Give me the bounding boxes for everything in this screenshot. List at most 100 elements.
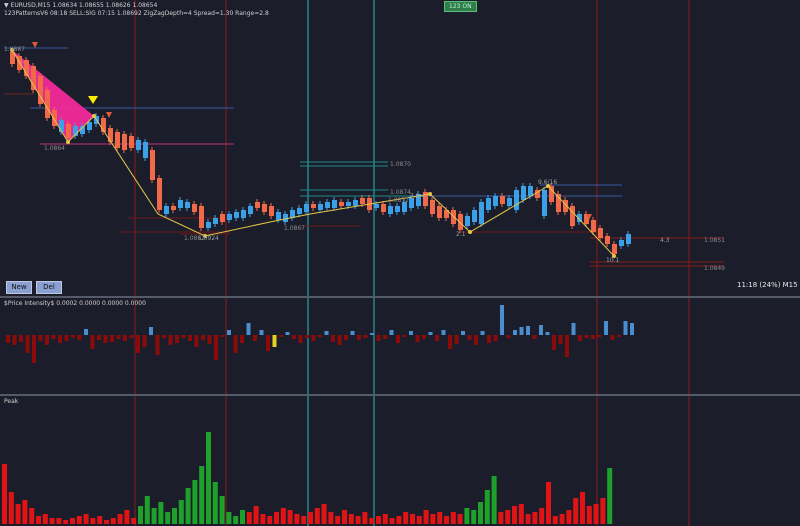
peak-bar	[172, 508, 177, 524]
intensity-bar	[201, 335, 205, 340]
price-label: 1.0864	[44, 145, 65, 152]
down-arrow-icon	[586, 214, 592, 220]
bullish-candle	[290, 210, 295, 218]
peak-bar	[471, 510, 477, 524]
intensity-bar	[84, 329, 88, 335]
annotation-label: 1.0924	[198, 235, 219, 242]
intensity-bar	[363, 335, 368, 338]
zigzag-point	[203, 234, 207, 238]
bearish-candle	[171, 206, 176, 210]
peak-bar	[124, 510, 130, 524]
annotation-label: 2.1	[456, 231, 466, 238]
del-button[interactable]: Del	[36, 281, 62, 294]
price-chart-pane[interactable]: 1.0887 1.0864 1.0870 1.0874 1.0872 1.0867 1.08…	[0, 0, 800, 296]
bearish-candle	[24, 60, 29, 76]
bullish-candle	[87, 122, 92, 130]
intensity-bar	[402, 335, 407, 337]
intensity-bar	[64, 335, 69, 341]
intensity-bar	[532, 335, 537, 339]
pane-separator[interactable]	[0, 394, 800, 396]
bearish-candle	[52, 110, 57, 126]
peak-bar	[580, 492, 585, 524]
intensity-bar	[428, 332, 433, 335]
intensity-bar	[32, 335, 36, 363]
intensity-bar	[12, 335, 17, 345]
intensity-bar	[305, 335, 309, 338]
bullish-candle	[514, 190, 519, 210]
peak-bar	[348, 514, 354, 524]
peak-bar	[423, 510, 429, 524]
peak-bar	[199, 466, 205, 524]
bullish-candle	[577, 214, 582, 222]
zigzag-point	[66, 140, 70, 144]
peak-bar	[505, 510, 511, 524]
intensity-bar	[155, 335, 160, 355]
peak-bar	[389, 518, 395, 524]
peak-bar	[362, 512, 368, 524]
pane-separator[interactable]	[0, 296, 800, 298]
intensity-bar	[474, 335, 478, 345]
status-badge[interactable]: 123 ON	[444, 1, 477, 12]
intensity-bar	[396, 335, 400, 343]
bearish-candle	[437, 206, 442, 218]
intensity-bar	[253, 335, 257, 341]
bullish-candle	[185, 202, 190, 208]
intensity-bar	[370, 333, 374, 335]
bullish-candle	[332, 200, 337, 208]
peak-bar	[444, 516, 449, 524]
bullish-candle	[304, 204, 309, 212]
price-label: 1.0874	[390, 189, 411, 196]
bearish-candle	[255, 202, 260, 208]
bearish-candle	[157, 178, 162, 210]
intensity-bar	[389, 330, 394, 335]
bullish-candle	[227, 214, 232, 220]
intensity-bar	[337, 335, 342, 345]
intensity-bar	[513, 330, 517, 335]
new-button[interactable]: New	[6, 281, 32, 294]
bullish-candle	[409, 198, 414, 208]
intensity-bar	[493, 335, 498, 341]
peak-bar	[376, 516, 381, 524]
peak-bar	[600, 498, 606, 524]
intensity-bar	[597, 335, 602, 337]
peak-bar	[607, 468, 613, 524]
peak-bar	[36, 516, 41, 524]
intensity-bar	[233, 335, 238, 353]
bullish-candle	[73, 126, 78, 136]
peak-bar	[484, 490, 490, 524]
indicator-header: 123PatternsV6 08:18 SELL:SIG 07:15 1.086…	[4, 10, 269, 17]
peak-pane[interactable]: Peak	[0, 396, 800, 526]
intensity-bar	[19, 335, 23, 342]
peak-title: Peak	[4, 398, 19, 405]
peak-bar	[450, 512, 456, 524]
intensity-bar	[103, 335, 108, 343]
intensity-bar	[266, 335, 270, 351]
intensity-bar	[162, 335, 166, 338]
peak-bar	[437, 512, 443, 524]
intensity-bar	[331, 335, 335, 342]
peak-bar	[593, 504, 599, 524]
zigzag-point	[612, 254, 616, 258]
intensity-bar	[272, 335, 277, 347]
intensity-bar	[454, 335, 459, 344]
bullish-candle	[318, 204, 323, 210]
bearish-candle	[570, 206, 575, 226]
intensity-bar	[500, 305, 504, 335]
price-intensity-pane[interactable]: $Price Intensity$ 0.0002 0.0000 0.0000 0…	[0, 298, 800, 394]
peak-bar	[144, 496, 150, 524]
peak-bar	[246, 512, 252, 524]
bullish-candle	[143, 142, 148, 158]
symbol-header: ▼ EURUSD,M15 1.08634 1.08655 1.08626 1.0…	[4, 2, 158, 9]
bearish-candle	[192, 204, 197, 212]
intensity-bar	[350, 331, 355, 335]
intensity-bar	[422, 335, 426, 339]
bullish-candle	[59, 120, 64, 132]
bullish-candle	[213, 218, 218, 224]
intensity-bar	[415, 335, 420, 342]
intensity-bar	[506, 335, 511, 338]
bearish-candle	[269, 206, 274, 216]
peak-canvas	[2, 396, 690, 526]
intensity-bar	[487, 335, 491, 343]
peak-bar	[260, 514, 266, 524]
